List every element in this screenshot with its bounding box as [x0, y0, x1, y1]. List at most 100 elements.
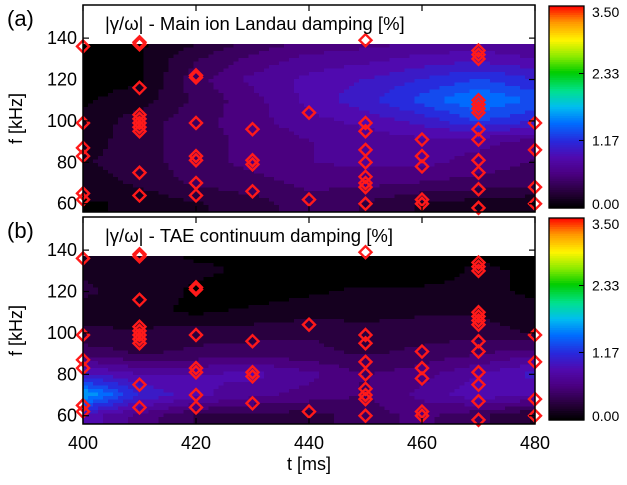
- heatmap-cell: [258, 128, 265, 133]
- heatmap-cell: [429, 44, 436, 49]
- heatmap-cell: [258, 149, 265, 154]
- heatmap-cell: [158, 259, 164, 264]
- heatmap-cell: [178, 194, 185, 199]
- heatmap-cell: [399, 142, 406, 147]
- heatmap-cell: [459, 61, 466, 66]
- heatmap-cell: [524, 107, 531, 112]
- heatmap-cell: [138, 156, 144, 161]
- heatmap-cell: [529, 263, 536, 268]
- heatmap-cell: [128, 145, 134, 150]
- heatmap-cell: [208, 180, 215, 185]
- heatmap-cell: [464, 103, 471, 108]
- data-marker: [244, 152, 261, 168]
- heatmap-cell: [319, 96, 325, 101]
- heatmap-cell: [88, 205, 94, 210]
- heatmap-cell: [454, 256, 461, 261]
- heatmap-cell: [163, 107, 169, 112]
- heatmap-cell: [449, 82, 456, 87]
- heatmap-cell: [469, 114, 476, 119]
- heatmap-cell: [88, 75, 94, 80]
- heatmap-cell: [173, 149, 180, 154]
- heatmap-cell: [379, 65, 385, 70]
- colorbar-band: [549, 199, 584, 202]
- heatmap-cell: [113, 93, 119, 98]
- heatmap-cell: [329, 152, 335, 157]
- heatmap-cell: [118, 131, 124, 136]
- heatmap-cell: [213, 201, 220, 206]
- heatmap-cell: [263, 93, 270, 98]
- colorbar-band: [549, 131, 584, 135]
- heatmap-cell: [379, 142, 385, 147]
- heatmap-cell: [399, 173, 406, 178]
- heatmap-cell: [133, 65, 139, 70]
- heatmap-cell: [108, 194, 114, 199]
- heatmap-cell: [218, 149, 225, 154]
- heatmap-cell: [143, 135, 149, 140]
- heatmap-cell: [163, 82, 169, 87]
- heatmap-cell: [529, 107, 536, 112]
- heatmap-cell: [163, 177, 169, 182]
- heatmap-cell: [394, 180, 400, 185]
- heatmap-cell: [449, 166, 456, 171]
- heatmap-cell: [238, 208, 245, 213]
- heatmap-cell: [434, 128, 441, 133]
- heatmap-cell: [379, 145, 385, 150]
- heatmap-cell: [138, 100, 144, 105]
- heatmap-cell: [404, 270, 411, 275]
- heatmap-cell: [258, 152, 265, 157]
- heatmap-cell: [228, 184, 235, 189]
- heatmap-cell: [349, 89, 355, 94]
- heatmap-cell: [93, 198, 99, 203]
- heatmap-cell: [128, 72, 134, 77]
- heatmap-cell: [454, 93, 461, 98]
- heatmap-cell: [479, 163, 486, 168]
- heatmap-cell: [354, 107, 360, 112]
- heatmap-cell: [454, 194, 461, 199]
- heatmap-cell: [278, 103, 285, 108]
- colorbar-band: [549, 149, 584, 153]
- colorbar-band: [549, 89, 584, 92]
- heatmap-cell: [344, 96, 350, 101]
- heatmap-cell: [314, 44, 320, 49]
- heatmap-cell: [319, 208, 325, 213]
- heatmap-cell: [93, 256, 99, 261]
- heatmap-cell: [489, 208, 496, 213]
- heatmap-cell: [258, 166, 265, 171]
- heatmap-cell: [394, 58, 400, 63]
- heatmap-cell: [449, 54, 456, 59]
- heatmap-cell: [288, 145, 295, 150]
- heatmap-cell: [243, 121, 250, 126]
- heatmap-cell: [218, 58, 225, 63]
- heatmap-cell: [429, 110, 436, 115]
- heatmap-cell: [314, 142, 320, 147]
- heatmap-cell: [158, 79, 164, 84]
- heatmap-cell: [474, 170, 481, 175]
- heatmap-cell: [298, 107, 305, 112]
- heatmap-cell: [278, 173, 285, 178]
- heatmap-cell: [108, 270, 114, 275]
- heatmap-cell: [173, 156, 180, 161]
- heatmap-cell: [198, 47, 205, 52]
- colorbar-band: [549, 154, 584, 157]
- heatmap-cell: [238, 177, 245, 182]
- data-marker: [188, 187, 204, 204]
- heatmap-cell: [223, 124, 230, 129]
- heatmap-cell: [98, 149, 104, 154]
- heatmap-cell: [108, 205, 114, 210]
- heatmap-cell: [218, 152, 225, 157]
- heatmap-cell: [444, 100, 451, 105]
- heatmap-cell: [419, 201, 426, 206]
- heatmap-cell: [434, 170, 441, 175]
- heatmap-cell: [394, 100, 400, 105]
- heatmap-cell: [243, 187, 250, 192]
- heatmap-cell: [228, 273, 235, 278]
- heatmap-cell: [454, 198, 461, 203]
- heatmap-cell: [379, 117, 385, 122]
- heatmap-cell: [454, 149, 461, 154]
- heatmap-cell: [298, 82, 305, 87]
- heatmap-cell: [188, 263, 195, 268]
- heatmap-cell: [88, 142, 94, 147]
- heatmap-cell: [389, 54, 395, 59]
- heatmap-cell: [319, 100, 325, 105]
- heatmap-cell: [173, 180, 180, 185]
